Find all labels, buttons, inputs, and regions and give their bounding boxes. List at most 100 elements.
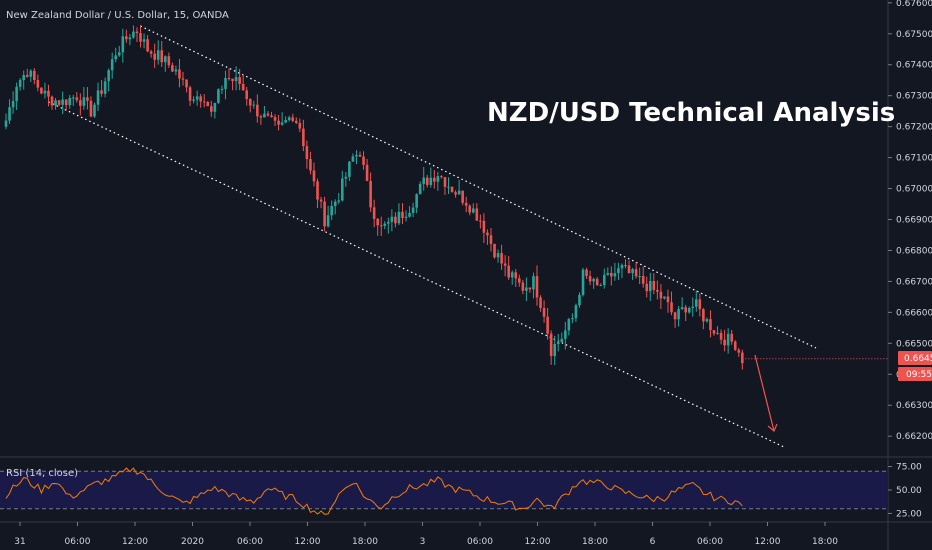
- time-tick-label: 18:00: [582, 537, 608, 547]
- candle-body: [319, 199, 323, 202]
- price-tick-label: 0.66300: [896, 401, 932, 411]
- candle-body: [486, 232, 489, 236]
- candle-body: [638, 276, 641, 278]
- candle-body: [376, 218, 379, 226]
- candle-body: [387, 221, 390, 224]
- candle-body: [542, 308, 546, 317]
- channel-lower-line: [48, 101, 785, 448]
- candle-body: [684, 307, 687, 313]
- candle-body: [227, 77, 231, 79]
- candle-body: [178, 69, 181, 79]
- candle-body: [117, 52, 121, 56]
- time-tick-label: 06:00: [697, 537, 723, 547]
- candle-body: [666, 296, 670, 303]
- time-tick-label: 12:00: [295, 537, 321, 547]
- candle-body: [525, 287, 528, 291]
- candle-body: [546, 316, 549, 334]
- candle-body: [588, 276, 592, 282]
- candle-body: [641, 276, 645, 284]
- candle-body: [100, 90, 103, 94]
- candle-body: [362, 156, 365, 165]
- candle-body: [341, 178, 344, 201]
- candle-body: [82, 97, 86, 106]
- candle-body: [369, 180, 372, 208]
- time-tick-label: 3: [420, 537, 426, 547]
- candle-body: [471, 208, 475, 213]
- candle-body: [351, 156, 355, 162]
- candle-body: [57, 100, 61, 105]
- candle-body: [475, 208, 479, 221]
- candle-body: [139, 33, 142, 42]
- candle-body: [613, 273, 617, 277]
- candle-body: [408, 212, 411, 217]
- candle-body: [733, 341, 737, 350]
- candle-body: [564, 330, 567, 339]
- candle-body: [394, 216, 397, 224]
- candle-body: [691, 306, 695, 308]
- candle-body: [217, 89, 220, 103]
- candle-body: [43, 90, 47, 94]
- candle-body: [174, 69, 178, 72]
- candle-body: [585, 269, 588, 277]
- candle-body: [8, 107, 11, 121]
- candle-body: [36, 80, 40, 88]
- candle-body: [241, 83, 245, 91]
- candle-body: [610, 272, 613, 277]
- candle-body: [365, 164, 369, 181]
- candle-body: [602, 274, 606, 286]
- candle-body: [330, 205, 333, 216]
- candle-body: [425, 177, 429, 185]
- candle-body: [673, 312, 677, 320]
- candle-body: [256, 104, 259, 117]
- candle-body: [68, 97, 72, 106]
- candle-body: [206, 101, 210, 107]
- candle-body: [277, 120, 280, 125]
- candle-body: [422, 177, 426, 184]
- rsi-label: RSI (14, close): [6, 468, 78, 479]
- candle-body: [627, 265, 631, 274]
- candle-body: [358, 154, 362, 157]
- candle-body: [309, 159, 312, 171]
- candle-body: [741, 352, 744, 364]
- candle-body: [500, 253, 503, 264]
- candle-body: [503, 263, 507, 266]
- candle-body: [326, 215, 330, 227]
- candle-body: [578, 294, 581, 306]
- candle-body: [64, 99, 68, 106]
- time-tick-label: 18:00: [352, 537, 378, 547]
- candle-body: [89, 100, 93, 117]
- candle-body: [224, 77, 227, 89]
- candle-body: [390, 216, 394, 222]
- countdown-badge: [898, 367, 932, 381]
- candle-body: [270, 115, 273, 118]
- candle-body: [142, 39, 146, 42]
- candle-body: [149, 51, 153, 54]
- candle-body: [719, 332, 723, 340]
- candle-body: [181, 78, 185, 80]
- price-tick-label: 0.67000: [896, 185, 932, 195]
- candle-body: [617, 268, 620, 274]
- candle-body: [493, 243, 496, 258]
- candle-body: [496, 253, 500, 258]
- candle-body: [245, 90, 249, 99]
- candle-body: [698, 299, 702, 310]
- candle-body: [110, 59, 114, 71]
- candle-body: [567, 319, 571, 331]
- candle-body: [323, 201, 326, 227]
- candle-body: [397, 211, 401, 224]
- rsi-line: [5, 467, 743, 515]
- rsi-tick-label: 75.00: [896, 463, 922, 473]
- candle-body: [535, 276, 539, 298]
- price-tick-label: 0.66600: [896, 308, 932, 318]
- candle-body: [195, 96, 199, 100]
- candle-body: [86, 97, 89, 101]
- candle-body: [146, 39, 149, 52]
- time-tick-label: 31: [14, 537, 25, 547]
- candle-body: [312, 170, 316, 182]
- candle-body: [164, 56, 167, 63]
- candle-body: [25, 74, 29, 77]
- candle-body: [40, 87, 43, 94]
- price-tick-label: 0.67200: [896, 123, 932, 133]
